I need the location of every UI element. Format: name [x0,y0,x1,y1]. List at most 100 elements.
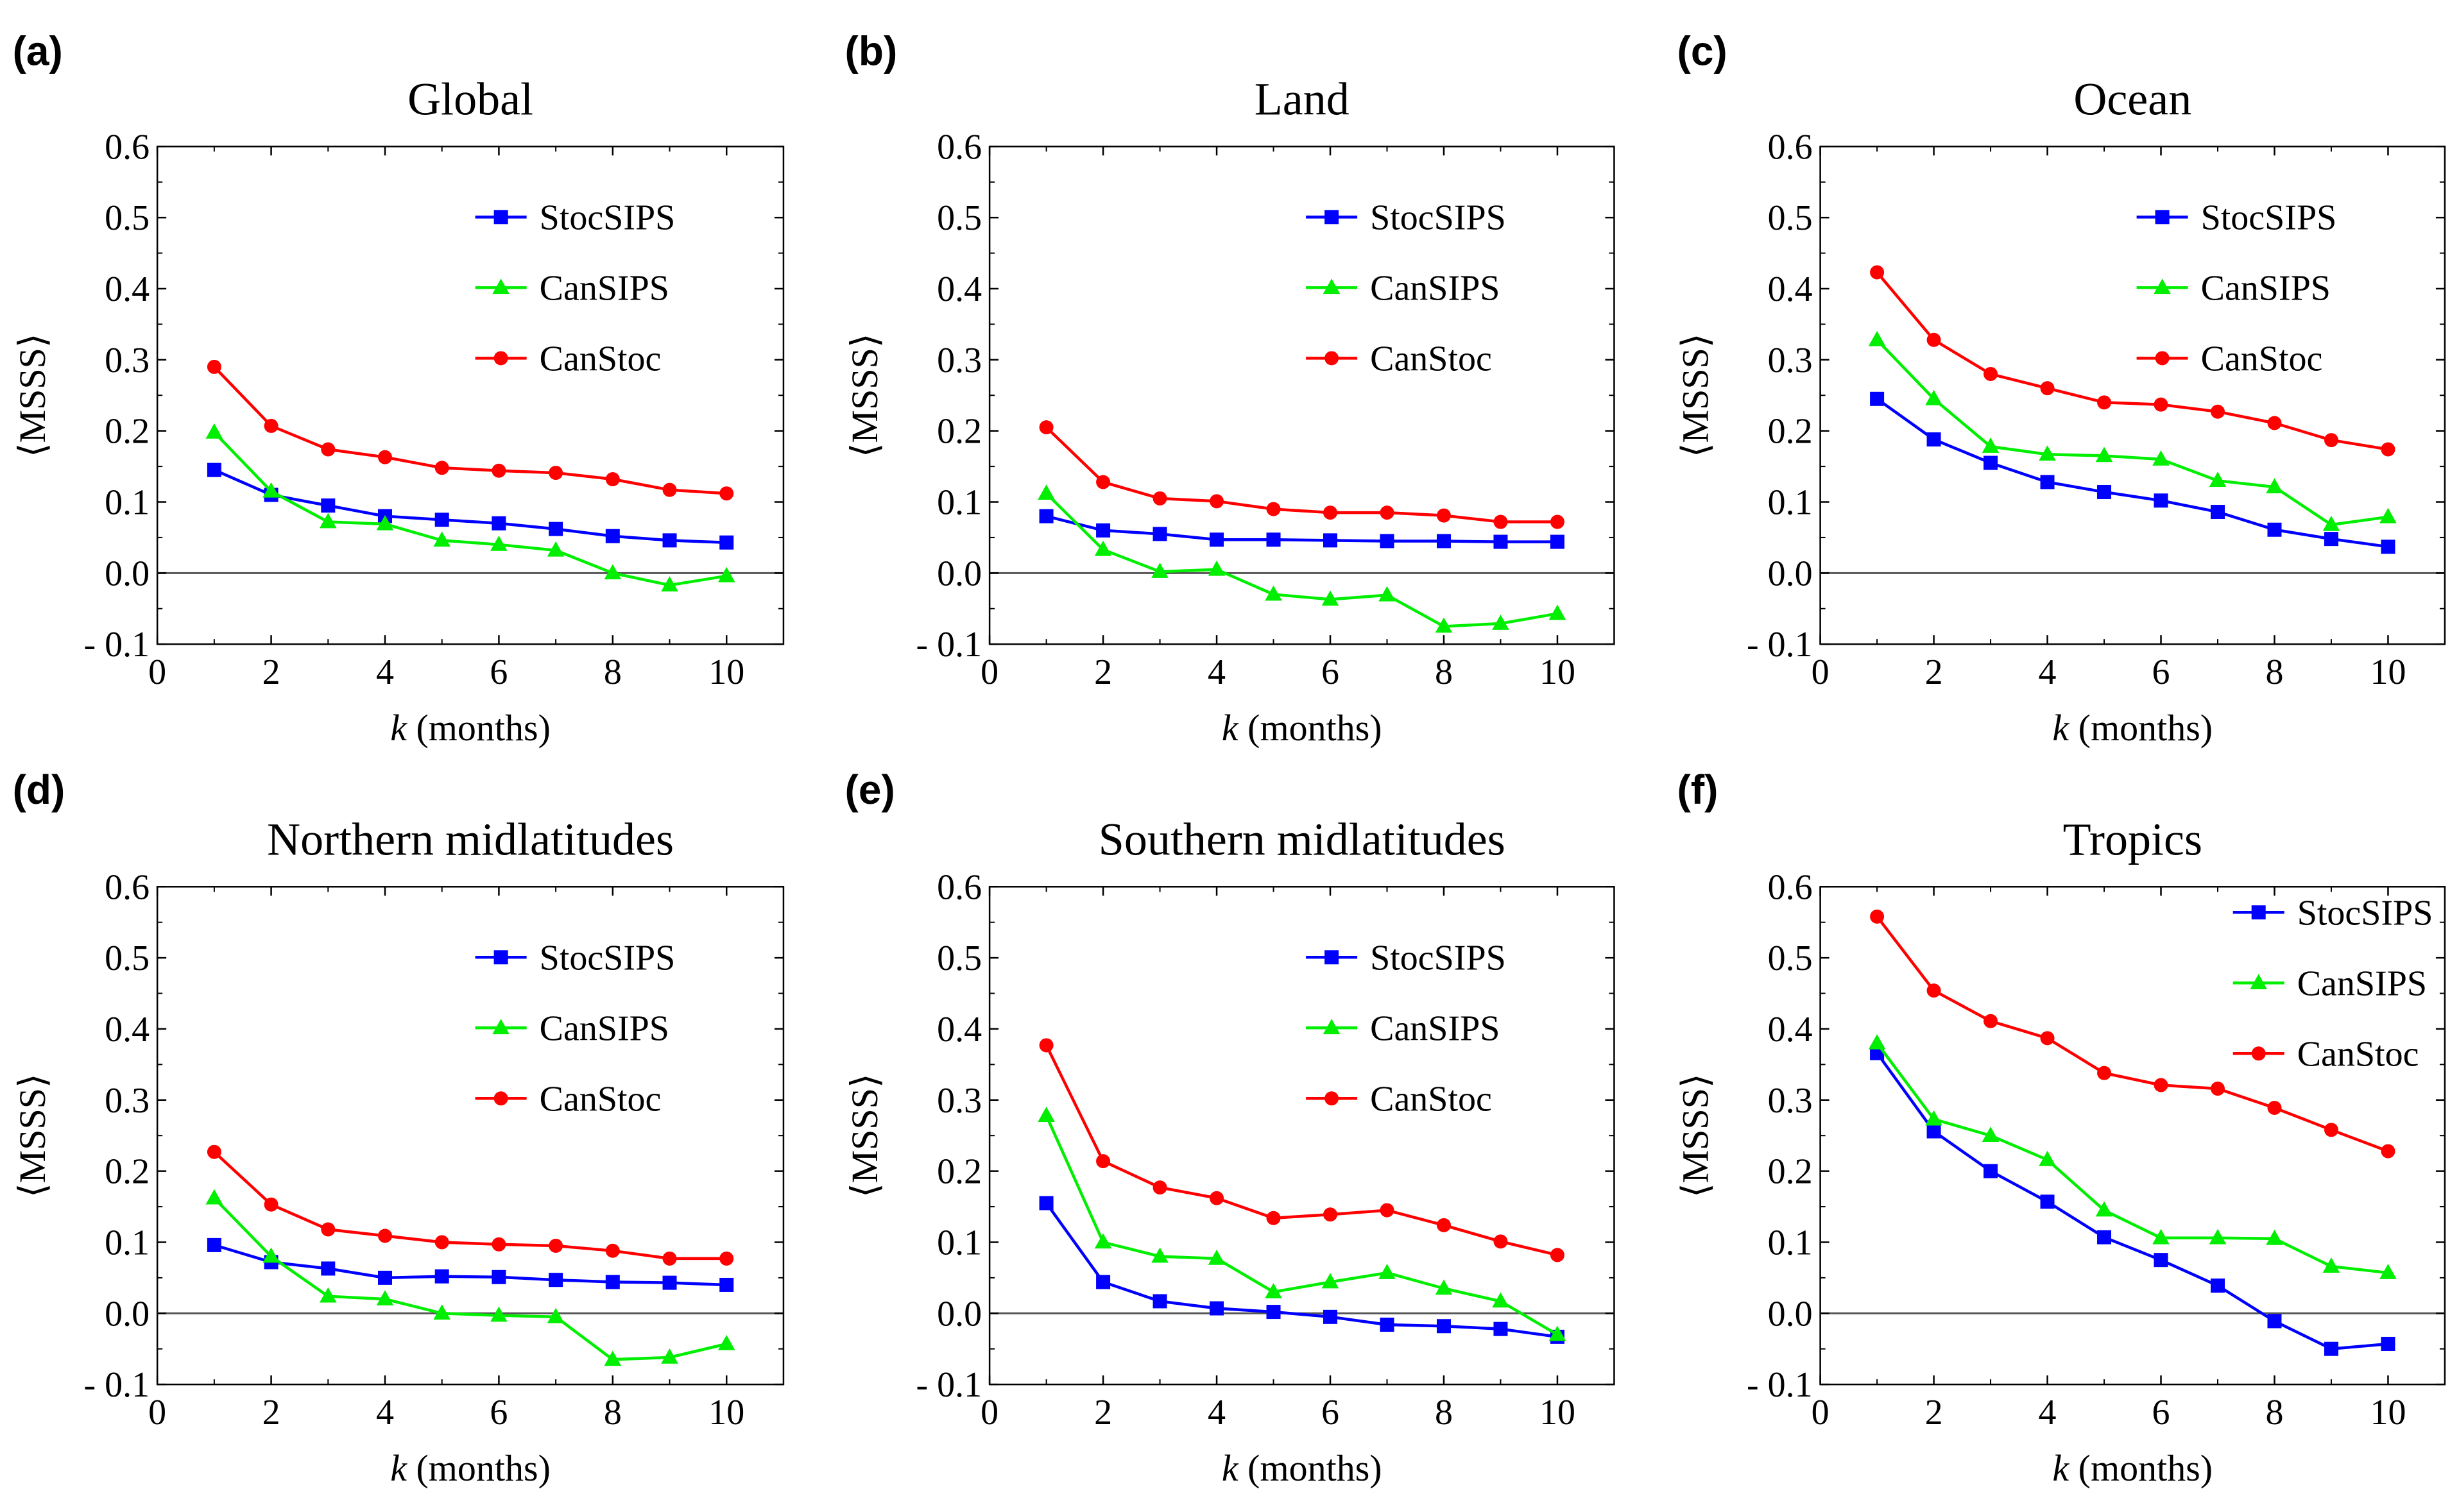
data-point-stocsips [2267,1314,2282,1329]
data-point-stocsips [605,1275,620,1289]
y-tick-label: 0.0 [1768,1294,1813,1334]
data-point-stocsips [1210,532,1224,547]
data-point-stocsips [1436,1319,1451,1334]
data-point-stocsips [1039,1196,1054,1210]
data-point-cansips [1982,1126,2000,1142]
legend: StocSIPS CanSIPS CanStoc [475,198,675,378]
plot-frame [1819,886,2446,1386]
chart-title: Tropics [2063,813,2202,865]
chart-panel-d: (d) Northern midlatitudes 0.6 0.5 0.4 0.3 0.2 0… [12,767,785,1489]
data-point-canstoc [207,359,221,374]
data-point-stocsips [1096,523,1111,538]
data-point-canstoc [321,1222,336,1237]
data-point-canstoc [1926,983,1941,998]
legend-marker-canstoc [1324,351,1339,366]
data-point-stocsips [2154,493,2168,508]
data-point-stocsips [434,1269,449,1284]
x-tick-label: 6 [2152,652,2170,692]
data-point-canstoc [1380,505,1394,520]
x-axis-unit: (months) [407,1447,551,1489]
data-point-cansips [376,514,394,531]
data-point-stocsips [1210,1301,1224,1316]
x-axis-label: k (months) [390,707,551,749]
legend-label-canstoc: CanStoc [2201,339,2323,378]
x-tick-label: 10 [1539,652,1575,692]
data-point-cansips [1548,604,1566,620]
x-axis-variable: k [2052,1447,2069,1489]
y-tick-label: 0.2 [937,1152,982,1192]
x-tick-label: 4 [2039,652,2057,692]
y-axis-label: ⟨MSSS⟩ [844,1073,886,1198]
data-point-stocsips [321,498,336,513]
x-tick-label: 8 [2265,1393,2283,1432]
y-tick-label: 0.1 [937,483,982,523]
data-point-stocsips [2040,475,2055,489]
y-tick-label: 0.0 [105,1294,150,1334]
data-point-canstoc [1870,909,1885,924]
data-point-cansips [490,1306,508,1322]
data-point-cansips [1925,1110,1942,1126]
y-tick-label: - 0.1 [916,625,982,665]
y-tick-label: 0.6 [1768,127,1813,167]
legend-marker-canstoc [493,1091,508,1106]
data-point-stocsips [1266,1305,1281,1320]
data-point-stocsips [1039,509,1054,523]
data-point-canstoc [2040,1031,2055,1046]
data-point-cansips [2379,507,2397,523]
plot-frame [988,146,1615,645]
series-line-cansips [213,431,727,587]
chart-title: Southern midlatitudes [1099,813,1505,865]
y-tick-label: 0.6 [105,127,150,167]
x-axis-unit: (months) [1238,707,1382,749]
data-point-stocsips [321,1261,336,1276]
y-tick-label: 0.4 [937,269,982,309]
data-point-canstoc [1436,1218,1451,1232]
x-axis-variable: k [2052,707,2069,749]
data-point-canstoc [2097,395,2112,410]
y-tick-label: 0.5 [937,939,982,978]
data-point-cansips [2039,1150,2056,1166]
data-point-canstoc [1210,494,1224,509]
data-point-stocsips [1983,1164,1998,1178]
data-point-canstoc [434,1235,449,1250]
x-tick-label: 8 [1435,1393,1453,1432]
data-point-canstoc [2324,1123,2338,1137]
data-point-canstoc [605,1243,620,1258]
x-tick-label: 0 [1812,1393,1829,1432]
x-tick-label: 4 [1208,652,1226,692]
plot-frame [1819,146,2446,645]
y-tick-label: 0.3 [105,1081,150,1121]
data-point-canstoc [1550,514,1564,529]
chart-title: Northern midlatitudes [267,813,674,865]
legend-label-canstoc: CanStoc [1370,339,1492,378]
series-line-canstoc [1045,1044,1558,1257]
data-point-canstoc [1152,1180,1167,1195]
y-tick-label: - 0.1 [84,1365,150,1405]
y-tick-label: 0.2 [105,1152,150,1192]
y-tick-label: 0.0 [105,554,150,593]
data-point-cansips [2322,1257,2340,1273]
data-point-canstoc [2381,442,2395,457]
data-point-canstoc [2267,1100,2282,1115]
data-point-canstoc [719,486,734,501]
y-tick-label: 0.6 [105,867,150,907]
data-point-cansips [2322,515,2340,531]
data-point-stocsips [662,533,677,548]
x-tick-label: 0 [148,1393,166,1432]
x-axis-variable: k [390,1447,407,1489]
legend-marker-stocsips [2155,210,2170,225]
y-tick-label: 0.6 [937,127,982,167]
legend: StocSIPS CanSIPS CanStoc [2136,198,2336,378]
data-point-stocsips [207,463,221,477]
y-tick-label: 0.5 [1768,939,1813,978]
data-point-cansips [1492,1292,1509,1308]
x-tick-label: 0 [981,1393,998,1432]
series-line-cansips [1045,1115,1559,1336]
legend-label-cansips: CanSIPS [2297,964,2427,1003]
data-point-canstoc [1152,491,1167,505]
x-tick-label: 6 [490,652,508,692]
x-tick-label: 6 [1321,1393,1339,1432]
y-tick-label: - 0.1 [916,1365,982,1405]
data-point-cansips [547,541,565,557]
